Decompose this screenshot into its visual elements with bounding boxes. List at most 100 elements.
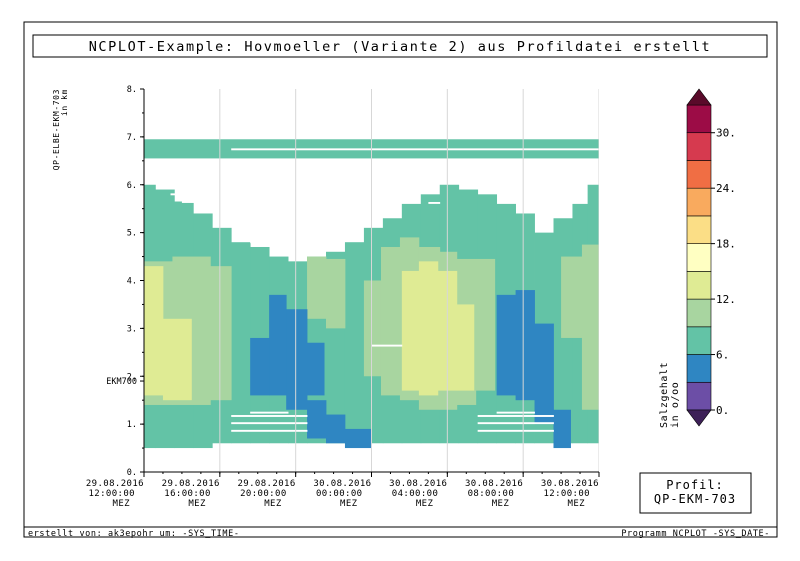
field-cell-light-green	[326, 258, 346, 329]
field-cell-blue	[307, 400, 327, 439]
axes: 0. 1. 2. 3. 4. 5. 6. 7. 8. EKM700 QP-ELBE-EKM-703 i…	[52, 85, 600, 509]
colorbar-tick-label: 0.	[716, 404, 729, 417]
x-tick-date: 29.08.2016	[86, 479, 144, 489]
field-cell-white-gaps	[231, 429, 308, 432]
field-cell-yellow	[162, 318, 192, 401]
colorbar-swatch	[686, 381, 712, 411]
y-tick-label: 7.	[127, 133, 137, 143]
field-cell-light-green	[307, 256, 327, 319]
field-cell-white-gaps	[428, 201, 441, 204]
colorbar-tick-label: 6.	[716, 349, 729, 362]
colorbar-swatch	[686, 354, 712, 383]
colorbar-swatch	[686, 271, 712, 300]
field-cell-white-gaps	[250, 241, 270, 244]
x-tick-date: 30.08.2016	[541, 479, 599, 489]
x-tick-tz: MEZ	[188, 499, 206, 509]
colorbar-swatch	[686, 243, 712, 272]
profile-value: QP-EKM-703	[654, 492, 736, 506]
y-tick-label: 3.	[127, 324, 137, 334]
field-cell-light-green	[561, 256, 583, 338]
field-cell-blue	[269, 294, 287, 396]
colorbar-extend-high	[686, 88, 712, 106]
x-tick-time: 20:00:00	[240, 489, 287, 499]
x-tick-date: 30.08.2016	[465, 479, 523, 489]
field-cell-blue	[250, 337, 270, 396]
x-tick-tz: MEZ	[416, 499, 434, 509]
plot-area	[144, 89, 599, 472]
colorbar-tick-label: 12.	[716, 293, 736, 306]
colorbar-swatch	[686, 215, 712, 244]
colorbar-title: Salzgehalt	[659, 362, 670, 428]
y-tick-label: 1.	[127, 420, 137, 430]
x-tick-tz: MEZ	[492, 499, 510, 509]
field-cell-white-gaps	[231, 422, 308, 425]
field-cell-yellow	[456, 304, 475, 391]
field-cell-green	[231, 242, 251, 444]
field-cell-white-gaps	[371, 344, 403, 347]
x-tick-tz: MEZ	[264, 499, 282, 509]
chart-title: NCPLOT-Example: Hovmoeller (Variante 2) …	[89, 39, 712, 55]
field-cell-yellow	[144, 266, 164, 396]
y-tick-label: 8.	[127, 85, 137, 95]
field-cell-white-gaps	[181, 201, 211, 203]
footer-left: erstellt von: ak3epohr um: -SYS_TIME-	[28, 529, 240, 539]
page-border	[23, 21, 778, 538]
colorbar-swatch	[686, 326, 712, 355]
field-cell-white-gaps	[496, 411, 535, 414]
field-cell-green	[344, 242, 365, 444]
y-tick-label: 5.	[127, 229, 137, 239]
field-cell-blue	[344, 428, 372, 449]
field-cell-yellow	[418, 261, 439, 396]
y-tick-label: 6.	[127, 181, 137, 191]
field-cell-light-green	[363, 280, 382, 377]
field-cell-white-gaps	[477, 415, 554, 417]
field-cell-white-gaps	[477, 422, 554, 425]
field-cell-light-green	[210, 266, 232, 401]
y-axis-title: in km	[60, 89, 69, 116]
colorbar-tick-label: 18.	[716, 238, 736, 251]
colorbar-swatch	[686, 104, 712, 134]
x-tick-time: 04:00:00	[392, 489, 439, 499]
profile-box	[639, 472, 752, 514]
y-tick-label: 4.	[127, 277, 137, 287]
field-cell-light-green	[475, 258, 496, 391]
field-cell-blue	[534, 323, 554, 425]
x-tick-date: 29.08.2016	[237, 479, 295, 489]
field-cell-white-gaps	[231, 415, 308, 417]
x-tick-tz: MEZ	[568, 499, 586, 509]
x-tick-tz: MEZ	[113, 499, 131, 509]
title-box	[32, 34, 768, 58]
y-tick-label: 2.	[127, 372, 137, 382]
field-cell-yellow	[401, 270, 420, 391]
y-marker-label: EKM700	[106, 377, 137, 387]
x-tick-time: 00:00:00	[316, 489, 363, 499]
field-cell-white-gaps	[231, 148, 599, 151]
field-cell-blue	[307, 342, 325, 396]
field-cell-white-gaps	[170, 193, 179, 196]
colorbar-swatch	[686, 160, 712, 189]
field-cell-blue	[496, 294, 516, 396]
colorbar-extend-low	[686, 409, 712, 427]
x-tick-time: 08:00:00	[468, 489, 515, 499]
hovmoeller-field	[144, 89, 599, 472]
x-tick-date: 29.08.2016	[162, 479, 220, 489]
x-tick-tz: MEZ	[340, 499, 358, 509]
footer-right: Programm NCPLOT -SYS_DATE-	[621, 529, 770, 539]
field-cell-blue	[326, 414, 346, 444]
colorbar-swatch	[686, 187, 712, 217]
x-tick-time: 16:00:00	[164, 489, 211, 499]
field-cell-white-gaps	[477, 429, 554, 432]
profile-label: Profil:	[666, 478, 724, 492]
field-cell-white-gaps	[250, 411, 289, 414]
field-cell-blue	[553, 409, 571, 449]
x-tick-date: 30.08.2016	[313, 479, 371, 489]
colorbar-swatch	[686, 132, 712, 161]
colorbar-tick-label: 30.	[716, 127, 736, 140]
y-tick-label: 0.	[127, 468, 137, 478]
colorbar-swatch	[686, 298, 712, 328]
colorbar-title: in o/oo	[670, 382, 681, 428]
field-cell-white-gaps	[219, 205, 270, 208]
x-tick-date: 30.08.2016	[389, 479, 447, 489]
y-axis-title: QP-ELBE-EKM-703	[52, 89, 61, 170]
